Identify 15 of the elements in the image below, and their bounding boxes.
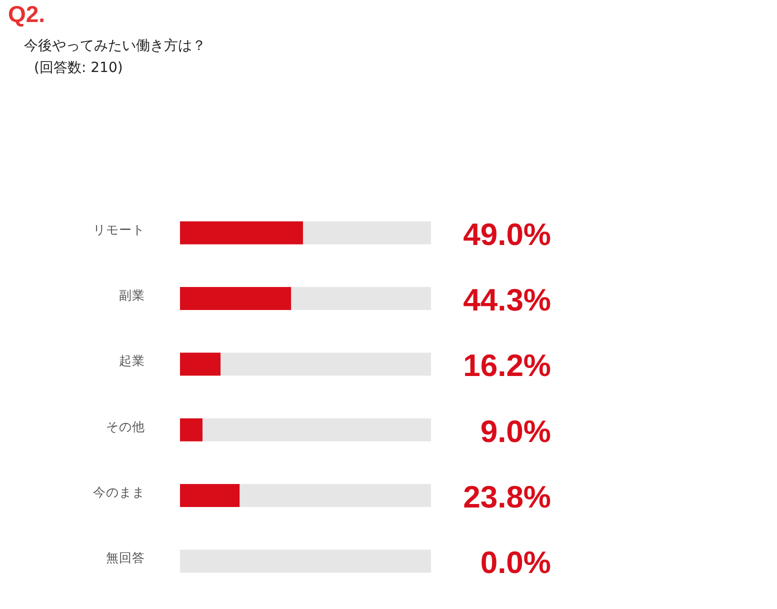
y-tick-label: 起業 — [119, 353, 145, 368]
data-label: 0.0% — [480, 545, 551, 580]
data-label: 9.0% — [480, 414, 551, 449]
data-label: 49.0% — [463, 216, 551, 252]
y-tick-label: リモート — [93, 222, 145, 237]
y-tick-label: 副業 — [119, 288, 145, 302]
y-tick-label: 無回答 — [106, 550, 145, 566]
data-label: 16.2% — [463, 348, 551, 384]
y-tick-label: 今のまま — [93, 484, 145, 500]
y-tick-label: その他 — [106, 418, 145, 434]
data-label: 23.8% — [463, 480, 551, 514]
chart-title: Q2. — [8, 1, 46, 27]
text: (回答数: 210) — [34, 60, 123, 76]
chart-subtitle: 今後やってみたい働き方は？ — [24, 38, 206, 54]
data-label: 44.3% — [463, 282, 551, 318]
